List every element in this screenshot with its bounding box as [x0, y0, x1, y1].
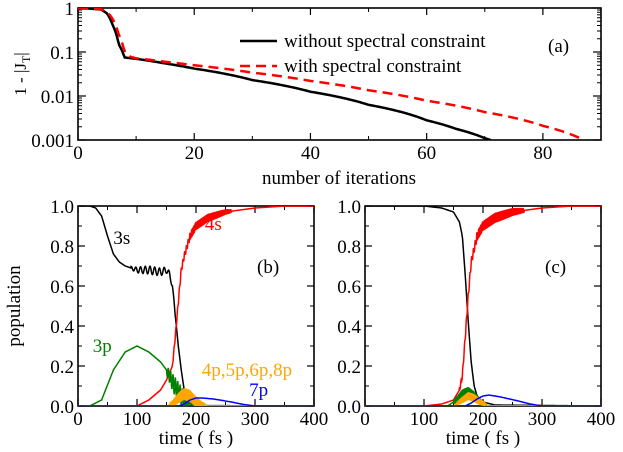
- y-tick-label: 0.6: [337, 277, 361, 298]
- panel-a-ylabel-end: |: [11, 52, 30, 55]
- series-3s-line: [365, 206, 601, 406]
- panel-a-ylabel-sub: T: [19, 55, 33, 63]
- panel-a: 0 20 40 60 80 1 0.1 0.01 0.001 (a) number of ite…: [11, 0, 602, 189]
- series-4s-line: [78, 206, 314, 406]
- x-tick-label: 0: [73, 409, 83, 430]
- annotation-4s: 4s: [205, 214, 222, 235]
- series-with-spectral-constraint-line: [78, 8, 585, 140]
- legend-label-with: with spectral constraint: [284, 56, 462, 77]
- y-tick-label: 1.0: [337, 197, 361, 218]
- panel-b: 0 100 200 300 400 0.0 0.2 0.4 0.6 0.8 1.0 (b) time…: [4, 197, 328, 449]
- x-tick-label: 200: [469, 409, 498, 430]
- panel-a-frame: [77, 7, 602, 141]
- x-tick-label: 400: [587, 409, 616, 430]
- series-4p-5p-6p-8p-line: [78, 388, 314, 406]
- y-tick-label: 0.001: [31, 131, 74, 152]
- x-tick-label: 80: [533, 143, 552, 164]
- panel-b-ylabel: population: [4, 265, 25, 347]
- y-tick-label: 0.0: [50, 397, 74, 418]
- y-tick-label: 1.0: [50, 197, 74, 218]
- series-4s-line: [365, 206, 601, 406]
- x-tick-label: 300: [528, 409, 557, 430]
- annotation-7p: 7p: [249, 380, 268, 401]
- panel-a-xlabel: number of iterations: [262, 168, 416, 189]
- y-tick-label: 0.6: [50, 277, 74, 298]
- panel-c-xlabel: time ( fs ): [446, 428, 520, 449]
- panel-b-series: [78, 206, 314, 406]
- panel-a-label: (a): [548, 36, 569, 57]
- panel-c-series: [365, 206, 601, 406]
- series-7p-line: [365, 394, 601, 406]
- panel-a-ylabel-main: 1 - |J: [11, 63, 30, 96]
- panel-a-series: [78, 8, 585, 140]
- y-tick-label: 0.0: [337, 397, 361, 418]
- x-tick-label: 100: [410, 409, 439, 430]
- series-3p-line: [78, 345, 314, 406]
- panel-c-frame: [364, 205, 602, 407]
- legend-label-without: without spectral constraint: [284, 31, 486, 52]
- series-4p-5p-6p-8p-line: [365, 392, 601, 406]
- x-tick-label: 60: [417, 143, 436, 164]
- series-7p-line: [78, 397, 314, 406]
- y-tick-label: 0.2: [337, 357, 361, 378]
- x-tick-label: 40: [301, 143, 320, 164]
- x-tick-label: 20: [185, 143, 204, 164]
- x-tick-label: 300: [241, 409, 270, 430]
- panel-c-label: (c): [545, 257, 566, 278]
- y-tick-label: 0.8: [50, 237, 74, 258]
- panel-a-ticks: 0 20 40 60 80 1 0.1 0.01 0.001: [31, 0, 601, 164]
- y-tick-label: 0.4: [50, 317, 74, 338]
- y-tick-label: 0.8: [337, 237, 361, 258]
- x-tick-label: 0: [360, 409, 370, 430]
- y-tick-label: 0.01: [41, 87, 74, 108]
- y-tick-label: 0.4: [337, 317, 361, 338]
- panel-c: 0 100 200 300 400 0.0 0.2 0.4 0.6 0.8 1.0 (c) time…: [337, 197, 615, 449]
- x-tick-label: 0: [73, 143, 83, 164]
- annotation-3s: 3s: [113, 228, 130, 249]
- annotation-3p: 3p: [93, 336, 112, 357]
- annotation-4p-5p-6p-8p: 4p,5p,6p,8p: [202, 360, 292, 381]
- x-tick-label: 200: [182, 409, 211, 430]
- y-tick-label: 0.2: [50, 357, 74, 378]
- panel-b-label: (b): [257, 257, 279, 278]
- y-tick-label: 0.1: [50, 43, 74, 64]
- x-tick-label: 400: [300, 409, 329, 430]
- panel-a-ylabel: 1 - |JT|: [11, 52, 33, 95]
- y-tick-label: 1: [65, 0, 75, 20]
- panel-b-xlabel: time ( fs ): [159, 428, 233, 449]
- x-tick-label: 100: [123, 409, 152, 430]
- panel-a-legend: without spectral constraint with spectra…: [240, 31, 486, 77]
